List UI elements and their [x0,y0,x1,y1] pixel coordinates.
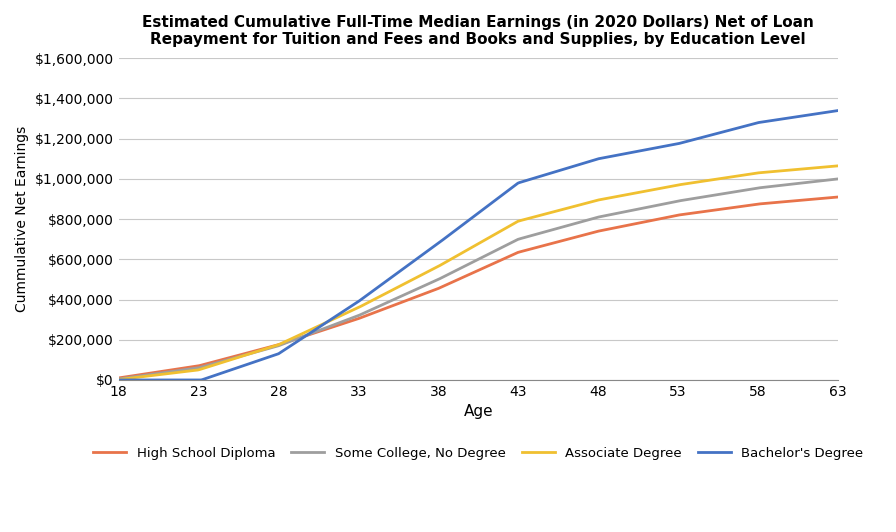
Associate Degree [113,376,124,383]
Some College, No Degree [455,265,466,272]
X-axis label: Age: Age [463,404,493,419]
Bachelor's Degree [702,132,713,139]
Associate Degree [459,248,470,255]
Some College, No Degree [832,176,843,182]
Title: Estimated Cumulative Full-Time Median Earnings (in 2020 Dollars) Net of Loan
Rep: Estimated Cumulative Full-Time Median Ea… [142,15,814,47]
Associate Degree [832,163,843,169]
Bachelor's Degree [455,223,466,230]
High School Diploma [459,273,470,280]
High School Diploma [113,375,124,381]
Some College, No Degree [815,178,826,184]
Associate Degree [702,177,713,184]
Bachelor's Degree [815,110,826,117]
Some College, No Degree [541,228,552,235]
High School Diploma [541,242,552,248]
High School Diploma [455,276,466,282]
High School Diploma [702,208,713,214]
Bachelor's Degree [503,188,513,194]
Bachelor's Degree [113,377,124,383]
Line: Associate Degree: Associate Degree [118,166,838,379]
Legend: High School Diploma, Some College, No Degree, Associate Degree, Bachelor's Degre: High School Diploma, Some College, No De… [88,441,868,465]
High School Diploma [815,195,826,202]
Associate Degree [541,211,552,217]
High School Diploma [832,194,843,200]
High School Diploma [503,254,513,260]
Associate Degree [503,224,513,230]
Line: High School Diploma: High School Diploma [118,197,838,378]
Some College, No Degree [503,242,513,248]
Some College, No Degree [459,263,470,269]
Some College, No Degree [702,193,713,200]
Bachelor's Degree [459,220,470,227]
Associate Degree [455,251,466,257]
Some College, No Degree [113,376,124,382]
Associate Degree [815,164,826,171]
Y-axis label: Cummulative Net Earnings: Cummulative Net Earnings [15,126,29,312]
Bachelor's Degree [832,107,843,114]
Line: Bachelor's Degree: Bachelor's Degree [118,111,838,380]
Bachelor's Degree [541,171,552,178]
Line: Some College, No Degree: Some College, No Degree [118,179,838,379]
